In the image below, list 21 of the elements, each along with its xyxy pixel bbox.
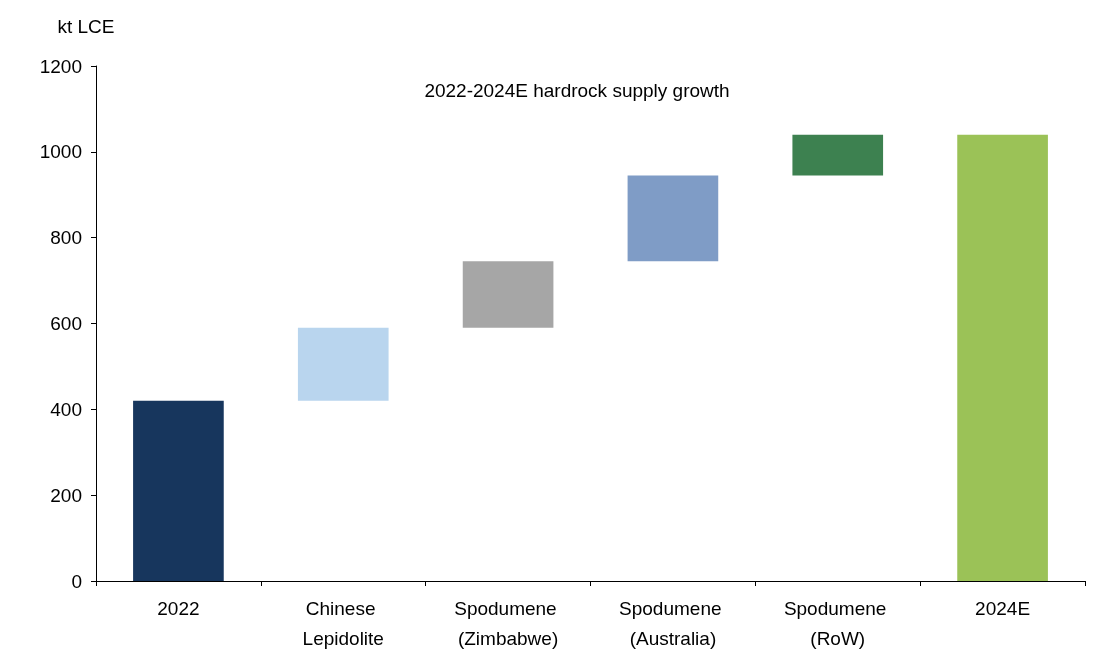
x-tick-label: 2024E — [975, 597, 1031, 619]
x-tick-label: Spodumene (Australia) — [619, 597, 727, 649]
y-tick-label: 400 — [50, 398, 82, 420]
y-tick-label: 600 — [50, 313, 82, 334]
bar — [792, 134, 884, 176]
bar — [627, 175, 719, 262]
bar — [462, 261, 554, 328]
x-tick-label: 2022 — [157, 597, 200, 619]
bar — [957, 134, 1048, 581]
y-tick-label: 1200 — [39, 55, 82, 77]
text: 2022-2024E hardrock supply growth — [424, 80, 730, 101]
y-tick-label: 0 — [71, 570, 82, 592]
y-tick-label: 1000 — [39, 141, 82, 163]
bar — [133, 400, 224, 581]
y-tick-label: 200 — [50, 484, 82, 506]
y-axis-title: kt LCE — [57, 16, 115, 37]
x-tick-label: Chinese Lepidolite — [302, 597, 384, 649]
y-tick-label: 800 — [50, 227, 82, 249]
x-tick-label: Spodumene (Zimbabwe) — [454, 597, 562, 649]
x-tick-label: Spodumene (RoW) — [783, 597, 892, 649]
bar — [297, 327, 389, 401]
